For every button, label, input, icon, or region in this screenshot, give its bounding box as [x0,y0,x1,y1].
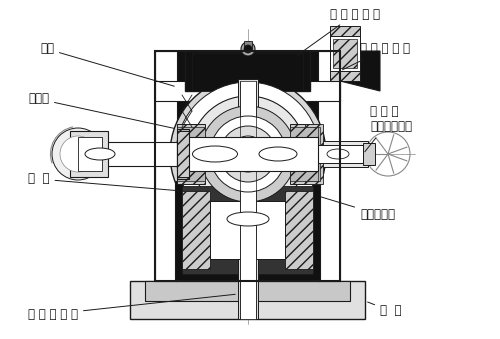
Circle shape [230,136,266,172]
Bar [285,191,313,269]
Circle shape [241,42,255,56]
Bar [177,131,189,177]
Circle shape [52,128,104,180]
Bar [177,127,205,181]
Text: 一级大齿轮: 一级大齿轮 [320,197,395,220]
Circle shape [220,126,276,182]
Bar [210,201,285,259]
Ellipse shape [192,146,238,162]
Circle shape [60,136,96,172]
Bar [78,137,102,171]
Circle shape [170,76,326,232]
Bar [363,143,375,165]
Bar [177,124,205,184]
Bar [318,51,340,281]
Bar [177,129,189,179]
Bar [70,142,177,166]
Text: 输出轴: 输出轴 [28,93,174,128]
Bar [182,191,210,269]
Bar [333,39,357,68]
Bar [330,36,360,71]
Bar [244,41,252,49]
Circle shape [210,116,286,192]
Polygon shape [340,51,380,91]
Bar [155,51,340,281]
Text: 输 入 轴
（或电机轴）: 输 入 轴 （或电机轴） [364,105,412,152]
Bar [177,137,318,171]
Bar [175,181,320,281]
Ellipse shape [227,212,269,226]
Text: 二 级 大 齿 轮: 二 级 大 齿 轮 [298,7,380,55]
Bar [70,131,108,177]
Circle shape [200,106,296,202]
Bar [290,127,318,181]
Ellipse shape [327,149,349,159]
Bar [238,79,258,319]
Bar [155,51,340,281]
Bar [330,26,360,81]
Bar [305,124,323,184]
Text: 轴  承: 轴 承 [28,173,179,191]
Bar [185,51,310,91]
Bar [192,53,303,91]
Circle shape [244,45,252,53]
Bar [145,281,350,301]
Text: 机  座: 机 座 [368,302,402,318]
Circle shape [190,96,306,212]
Bar [130,281,365,319]
Bar [318,145,363,163]
Ellipse shape [85,148,115,160]
Ellipse shape [259,147,297,161]
Text: 油封: 油封 [40,42,174,86]
Bar [318,141,368,167]
Circle shape [176,82,320,226]
Text: 一 级 小 齿 轮: 一 级 小 齿 轮 [342,42,410,70]
Bar [155,51,177,281]
Bar [155,81,340,101]
Bar [305,127,320,181]
Bar [240,81,256,319]
Text: 二 级 齿 轮 轴: 二 级 齿 轮 轴 [28,294,235,320]
Bar [182,186,313,274]
Bar [290,124,318,184]
